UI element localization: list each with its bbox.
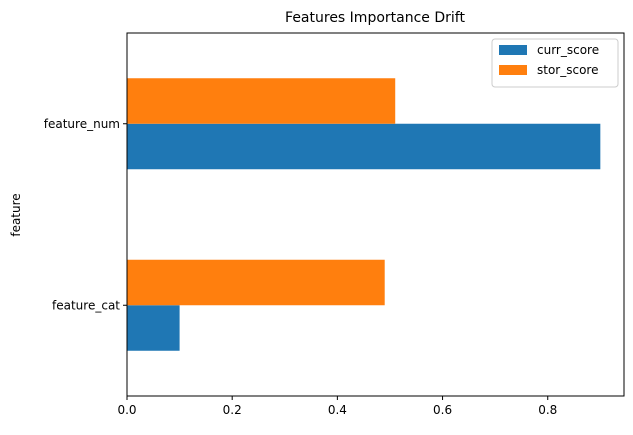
y-tick-label: feature_num [44,117,120,131]
legend-label-curr_score: curr_score [537,43,599,57]
bar-curr_score-feature_num [127,123,601,170]
legend-label-stor_score: stor_score [537,63,598,77]
plot-frame [126,32,625,397]
bar-stor_score-feature_cat [127,259,385,306]
y-axis: feature_cat feature_num [44,117,127,312]
bar-stor_score-feature_num [127,78,396,124]
chart-title: Features Importance Drift [285,10,465,26]
legend: curr_score stor_score [491,38,619,88]
y-tick-label: feature_cat [52,298,120,312]
y-axis-label: feature [9,193,23,236]
bar-curr_score-feature_cat [127,305,180,351]
legend-swatch-stor_score [499,65,527,75]
bars-layer [127,78,601,351]
x-axis: 0.0 0.2 0.4 0.6 0.8 [117,396,557,417]
x-tick-label: 0.4 [328,403,347,417]
x-tick-label: 0.6 [433,403,452,417]
x-tick-label: 0.0 [117,403,136,417]
x-tick-label: 0.8 [538,403,557,417]
x-tick-label: 0.2 [223,403,242,417]
legend-swatch-curr_score [499,45,527,55]
